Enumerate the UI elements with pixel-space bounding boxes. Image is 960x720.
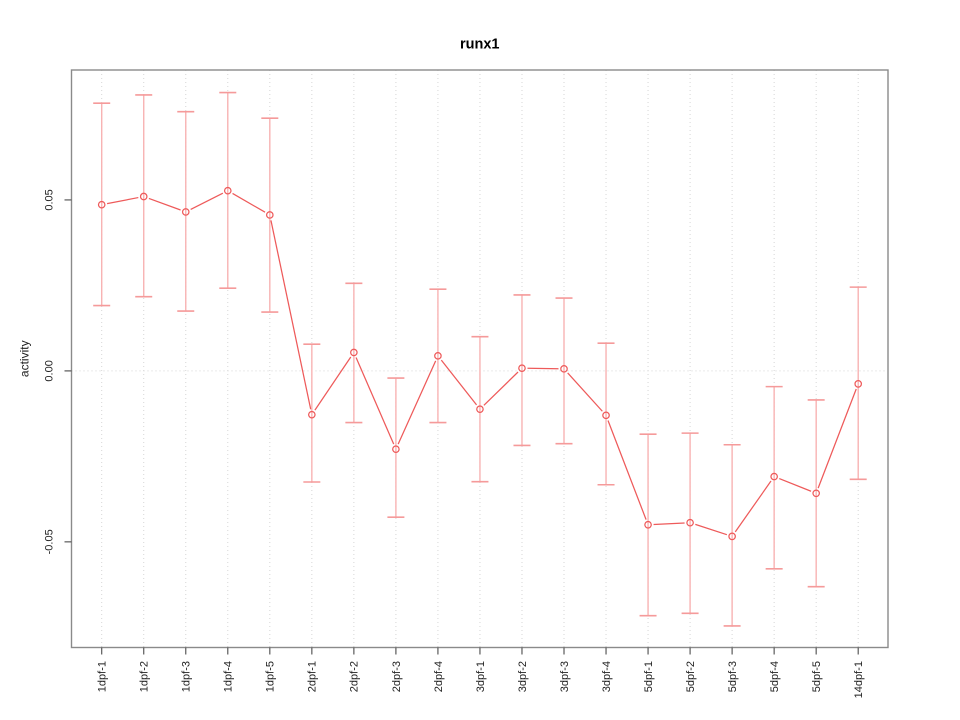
- series-segment: [483, 371, 519, 406]
- series-segment: [527, 367, 559, 370]
- data-point: [728, 532, 736, 541]
- series-segment: [695, 523, 728, 536]
- data-point: [434, 352, 442, 360]
- data-point: [770, 472, 778, 481]
- error-bar: [639, 433, 657, 617]
- series-segment: [355, 357, 395, 445]
- error-bar: [555, 297, 573, 445]
- x-tick-label: 1dpf-1: [97, 661, 109, 692]
- error-bar: [177, 110, 195, 312]
- x-tick-label: 5dpf-5: [811, 661, 823, 692]
- error-bar: [681, 432, 699, 615]
- x-tick-label: 3dpf-2: [517, 661, 529, 692]
- data-point: [854, 380, 863, 388]
- x-tick-label: 1dpf-3: [181, 661, 193, 692]
- error-bar: [765, 385, 783, 570]
- error-bar: [303, 343, 321, 483]
- data-point: [476, 405, 484, 414]
- error-bar: [597, 342, 615, 486]
- series-segment: [148, 197, 181, 211]
- error-bar: [513, 294, 531, 447]
- x-tick-label: 2dpf-1: [307, 661, 319, 692]
- series-segment: [567, 372, 603, 412]
- series-segment: [440, 359, 478, 406]
- x-tick-label: 3dpf-3: [559, 661, 571, 692]
- chart-title: runx1: [460, 37, 500, 53]
- error-bar: [849, 286, 867, 481]
- data-point: [686, 518, 694, 527]
- data-point: [392, 445, 400, 454]
- x-tick-label: 5dpf-2: [685, 661, 697, 692]
- data-point: [308, 410, 316, 419]
- y-tick-label: -0.05: [43, 529, 55, 554]
- error-bar: [261, 117, 279, 313]
- data-point: [139, 192, 148, 201]
- series-segment: [607, 420, 647, 520]
- data-point: [518, 364, 526, 372]
- series-segment: [270, 220, 312, 410]
- x-tick-label: 1dpf-4: [223, 661, 235, 692]
- data-point: [97, 200, 106, 209]
- x-tick-label: 3dpf-1: [475, 661, 487, 692]
- series-segment: [817, 388, 857, 489]
- error-bar: [807, 399, 825, 588]
- error-bar: [135, 94, 153, 298]
- y-tick-label: 0.00: [43, 360, 55, 381]
- error-bar: [471, 335, 489, 483]
- series-segment: [397, 360, 437, 445]
- series-segment: [314, 356, 352, 411]
- data-point: [223, 186, 232, 195]
- error-bar: [723, 443, 741, 627]
- data-point: [602, 411, 610, 420]
- error-bar: [93, 102, 111, 307]
- x-tick-label: 5dpf-1: [643, 661, 655, 692]
- series-segment: [106, 196, 139, 205]
- series-segment: [232, 192, 266, 213]
- error-bar: [345, 282, 363, 424]
- y-tick-label: 0.05: [43, 189, 55, 210]
- error-bar: [429, 288, 447, 424]
- data-point: [560, 365, 568, 373]
- data-point: [350, 348, 358, 357]
- series-segment: [190, 192, 224, 210]
- data-point: [812, 489, 820, 498]
- x-tick-label: 1dpf-5: [265, 661, 277, 692]
- x-tick-label: 2dpf-4: [433, 661, 445, 692]
- x-tick-label: 14dpf-1: [853, 661, 865, 698]
- x-tick-label: 3dpf-4: [601, 661, 613, 692]
- data-point: [265, 211, 274, 219]
- series-segment: [653, 522, 685, 526]
- error-bar: [387, 377, 405, 519]
- x-tick-label: 2dpf-3: [391, 661, 403, 692]
- series-segment: [779, 477, 812, 492]
- x-tick-label: 5dpf-4: [769, 661, 781, 692]
- data-point: [181, 208, 190, 216]
- error-bar: [219, 91, 237, 289]
- x-tick-label: 2dpf-2: [349, 661, 361, 692]
- data-point: [644, 520, 652, 529]
- plot-layer: 1dpf-1 1dpf-2 1dpf-3 1dpf-4 1dpf-5 2dpf-1 2dpf…: [43, 69, 889, 698]
- series-segment: [734, 480, 772, 533]
- x-tick-label: 1dpf-2: [139, 661, 151, 692]
- x-tick-label: 5dpf-3: [727, 661, 739, 692]
- y-axis-label: activity: [18, 340, 32, 377]
